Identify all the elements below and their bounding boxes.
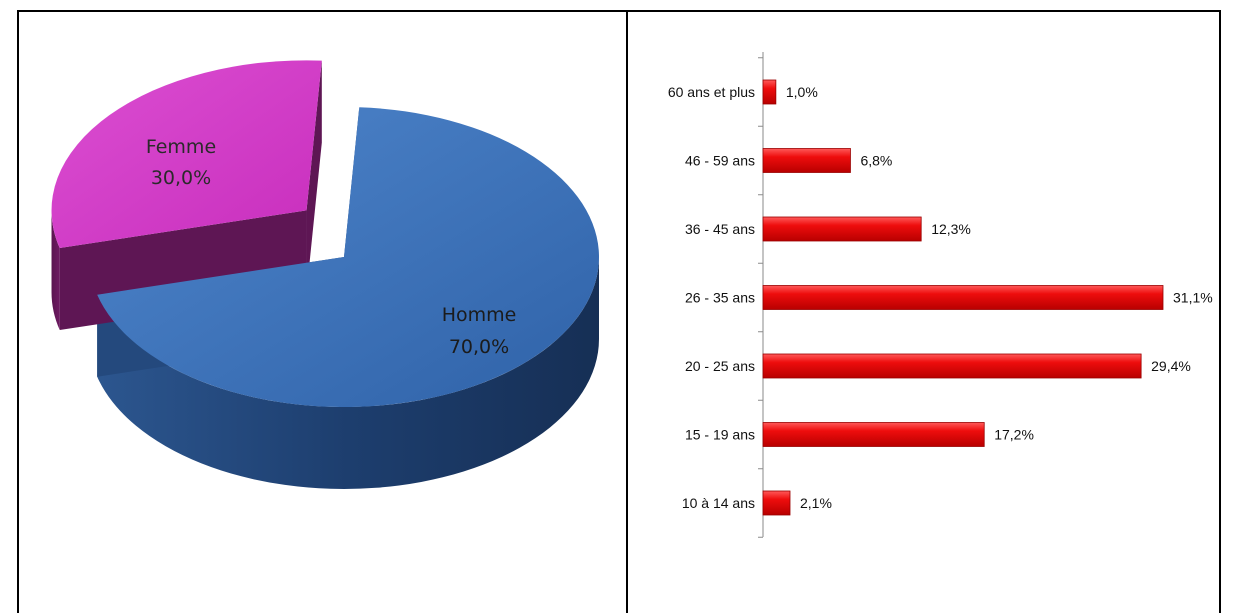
data-label-26-35-ans: 31,1%: [1173, 290, 1213, 306]
category-label-15-19-ans: 15 - 19 ans: [685, 427, 755, 443]
bar-46-59-ans: [762, 148, 851, 173]
bar-36-45-ans: [762, 216, 922, 242]
panel-divider: [626, 10, 628, 613]
bar-chart: 60 ans et plus 1,0% 46 - 59 ans 6,8% 36 - 45…: [668, 52, 1213, 538]
bar-chart-panel: 60 ans et plus 1,0% 46 - 59 ans 6,8% 36 - 45…: [628, 12, 1219, 613]
data-label-10-14-ans: 2,1%: [800, 495, 832, 511]
data-label-20-25-ans: 29,4%: [1151, 358, 1191, 374]
data-label-15-19-ans: 17,2%: [994, 427, 1034, 443]
pie-label-homme-name: Homme: [442, 304, 517, 326]
pie-chart: Femme 30,0% Homme 70,0%: [51, 60, 600, 490]
category-label-20-25-ans: 20 - 25 ans: [685, 358, 755, 374]
bar-20-25-ans: [762, 353, 1142, 379]
category-label-46-59-ans: 46 - 59 ans: [685, 153, 755, 169]
data-label-36-45-ans: 12,3%: [931, 221, 971, 237]
pie-label-homme-value: 70,0%: [449, 336, 509, 358]
pie-label-femme-value: 30,0%: [151, 167, 211, 189]
pie-slice-homme: [97, 107, 600, 408]
bar-10-14-ans: [762, 490, 791, 516]
bar-60-ans-et-plus: [762, 79, 777, 105]
category-label-36-45-ans: 36 - 45 ans: [685, 221, 755, 237]
data-label-46-59-ans: 6,8%: [860, 153, 892, 169]
pie-chart-panel: Femme 30,0% Homme 70,0%: [19, 12, 626, 613]
pie-slice-femme: [51, 60, 322, 249]
data-label-60-ans-et-plus: 1,0%: [786, 84, 818, 100]
figure-frame: [17, 10, 1221, 613]
category-label-60-ans-et-plus: 60 ans et plus: [668, 84, 755, 100]
bar-26-35-ans: [762, 285, 1164, 310]
bar-15-19-ans: [762, 422, 985, 447]
category-label-26-35-ans: 26 - 35 ans: [685, 290, 755, 306]
category-label-10-14-ans: 10 à 14 ans: [682, 495, 755, 511]
pie-label-femme-name: Femme: [146, 136, 216, 158]
